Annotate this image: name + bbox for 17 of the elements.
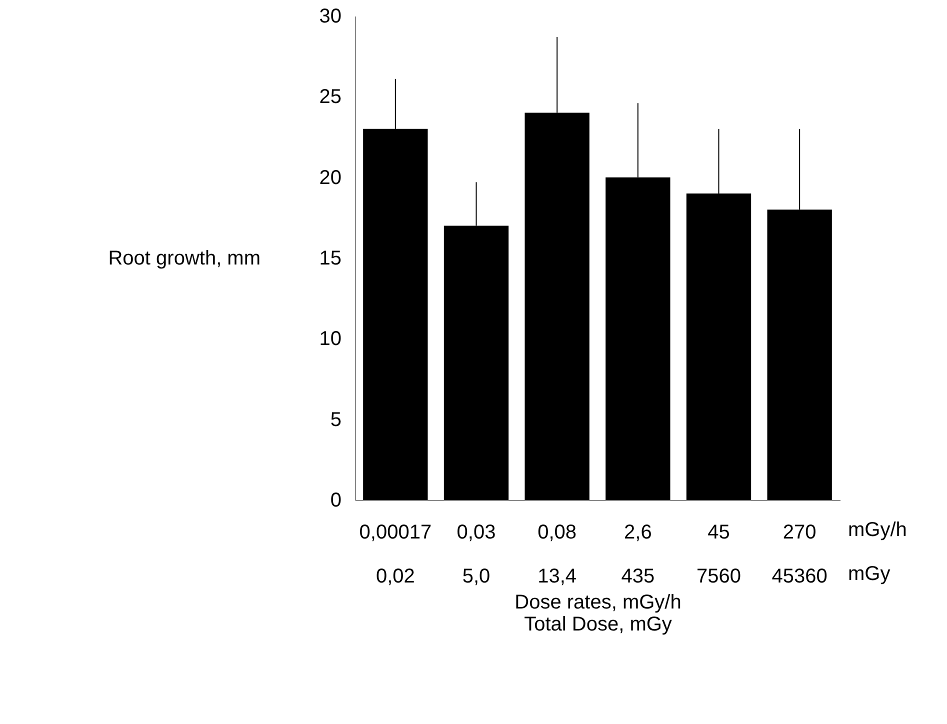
x-axis-title: Dose rates, mGy/h Total Dose, mGy bbox=[514, 592, 682, 636]
y-tick-label: 30 bbox=[319, 6, 342, 28]
y-tick-label: 25 bbox=[319, 86, 342, 108]
x-tick-label: 45 7560 bbox=[696, 522, 741, 588]
y-axis-title: Root growth, mm bbox=[108, 248, 260, 270]
y-tick-label: 20 bbox=[319, 166, 342, 189]
x-tick-label: 270 45360 bbox=[772, 522, 828, 588]
y-tick-label: 0 bbox=[330, 490, 342, 512]
x-tick-label: 2,6 435 bbox=[621, 522, 655, 588]
x-tick-label: 0,03 5,0 bbox=[456, 522, 496, 588]
x-tick-label: 0,00017 0,02 bbox=[359, 522, 432, 588]
text: mGy/h bbox=[848, 519, 907, 541]
y-tick-label: 15 bbox=[319, 248, 342, 270]
x-tick-label: 0,08 13,4 bbox=[538, 522, 577, 588]
text: mGy bbox=[848, 563, 890, 585]
y-tick-label: 10 bbox=[319, 328, 342, 350]
y-tick-label: 5 bbox=[330, 408, 342, 431]
